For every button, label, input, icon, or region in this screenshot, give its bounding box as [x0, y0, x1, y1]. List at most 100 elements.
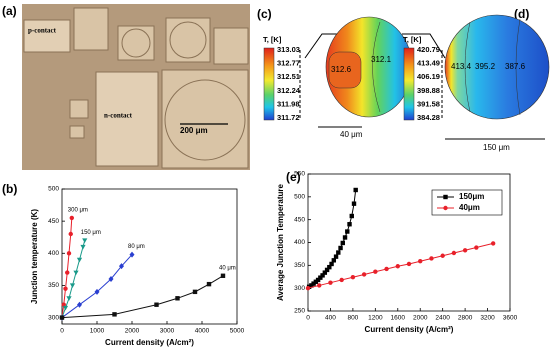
- x-tick-label: 1200: [368, 315, 383, 322]
- y-tick-label: 400: [294, 239, 305, 246]
- panel-label: (e): [286, 170, 301, 184]
- y-tick-label: 300: [294, 285, 305, 292]
- panel-label: (d): [514, 7, 529, 21]
- colorbar-tick-label: 406.19: [417, 72, 440, 81]
- colorbar-tick-label: 312.77: [277, 59, 300, 68]
- data-point: [154, 302, 159, 307]
- data-point: [68, 231, 73, 237]
- data-point: [77, 301, 82, 308]
- colorbar-tick-label: 311.72: [277, 113, 300, 122]
- series-label: 150 μm: [81, 230, 101, 236]
- plot-frame: [61, 188, 238, 325]
- y-tick-label: 500: [48, 186, 59, 193]
- data-point: [65, 270, 70, 275]
- x-axis-title: Current density (A/cm²): [365, 325, 454, 334]
- x-tick-label: 0: [306, 315, 310, 322]
- data-point: [339, 277, 344, 283]
- series-line: [308, 189, 357, 288]
- p-contact-label: p-contact: [28, 27, 57, 35]
- data-point: [349, 213, 354, 219]
- data-point: [317, 283, 322, 288]
- data-point: [338, 245, 343, 251]
- y-tick-label: 450: [294, 216, 305, 223]
- legend-label: 150μm: [459, 192, 484, 201]
- x-tick-label: 2800: [458, 315, 473, 322]
- series-line: [61, 254, 133, 318]
- panel-label: (a): [2, 4, 17, 18]
- x-tick-label: 5000: [230, 328, 245, 335]
- legend-marker: [443, 205, 448, 211]
- series-line: [61, 275, 224, 319]
- data-point: [328, 280, 333, 285]
- x-tick-label: 1600: [391, 315, 406, 322]
- x-tick-label: 3200: [480, 315, 495, 322]
- data-point: [119, 263, 124, 270]
- data-point: [350, 275, 356, 280]
- data-point: [59, 315, 65, 320]
- colorbar-tick-label: 413.49: [417, 59, 440, 68]
- data-point: [418, 259, 423, 264]
- y-tick-label: 550: [294, 171, 305, 178]
- panel-label: (b): [2, 182, 17, 196]
- y-tick-label: 450: [48, 218, 59, 225]
- data-point: [305, 285, 311, 291]
- series-label: 300 μm: [68, 208, 88, 214]
- data-point: [342, 235, 348, 240]
- thermal-map: [263, 14, 550, 140]
- y-axis-title: Average Junction Temperature: [276, 183, 285, 300]
- colorbar-tick-label: 391.58: [417, 99, 440, 108]
- data-point: [94, 288, 100, 295]
- scale-label: 40 μm: [340, 130, 363, 139]
- data-point: [63, 286, 68, 291]
- x-tick-label: 2000: [413, 315, 428, 322]
- panel-label: (c): [257, 7, 272, 21]
- n-contact-label: n-contact: [104, 112, 133, 120]
- legend-label: 40μm: [459, 203, 480, 212]
- data-point: [351, 201, 357, 206]
- x-tick-label: 2000: [125, 328, 140, 335]
- data-point: [73, 270, 79, 276]
- series-label: 80 μm: [128, 244, 145, 250]
- bracket: [299, 33, 446, 118]
- data-point: [80, 244, 86, 250]
- data-point: [129, 251, 135, 258]
- data-point: [66, 251, 72, 256]
- x-tick-label: 0: [60, 328, 64, 335]
- data-point: [112, 312, 117, 317]
- data-point: [69, 215, 75, 221]
- data-point: [69, 283, 76, 289]
- y-tick-label: 400: [48, 250, 59, 257]
- x-tick-label: 1000: [90, 328, 105, 335]
- x-tick-label: 4000: [195, 328, 210, 335]
- data-point: [327, 264, 332, 270]
- legend-marker: [443, 194, 448, 200]
- data-point: [322, 270, 328, 275]
- data-point: [315, 277, 321, 283]
- x-tick-label: 3600: [503, 315, 518, 322]
- x-tick-label: 800: [347, 315, 358, 322]
- data-point: [66, 296, 72, 301]
- colorbar-tick-label: 312.24: [277, 86, 301, 95]
- data-point: [76, 257, 83, 263]
- colorbar-tick-label: 420.79: [417, 45, 440, 54]
- colorbar-tick-label: 311.98: [277, 99, 300, 108]
- data-point: [62, 305, 69, 311]
- data-point: [329, 261, 334, 267]
- data-point: [347, 222, 352, 227]
- data-point: [331, 258, 337, 263]
- region-label: 395.2: [475, 62, 496, 71]
- data-point: [108, 276, 114, 282]
- region-label: 312.6: [331, 65, 352, 74]
- data-point: [345, 229, 350, 234]
- colorbar-tick-label: 398.88: [417, 86, 440, 95]
- data-point: [61, 302, 66, 307]
- y-tick-label: 350: [48, 282, 59, 289]
- legend-box: [431, 189, 503, 216]
- colorbar-tick-label: 384.28: [417, 113, 440, 122]
- scale-label: 150 μm: [483, 143, 510, 152]
- x-tick-label: 3000: [160, 328, 175, 335]
- data-point: [406, 261, 412, 267]
- data-point: [340, 240, 345, 246]
- y-axis-title: Junction temperature (K): [30, 209, 39, 304]
